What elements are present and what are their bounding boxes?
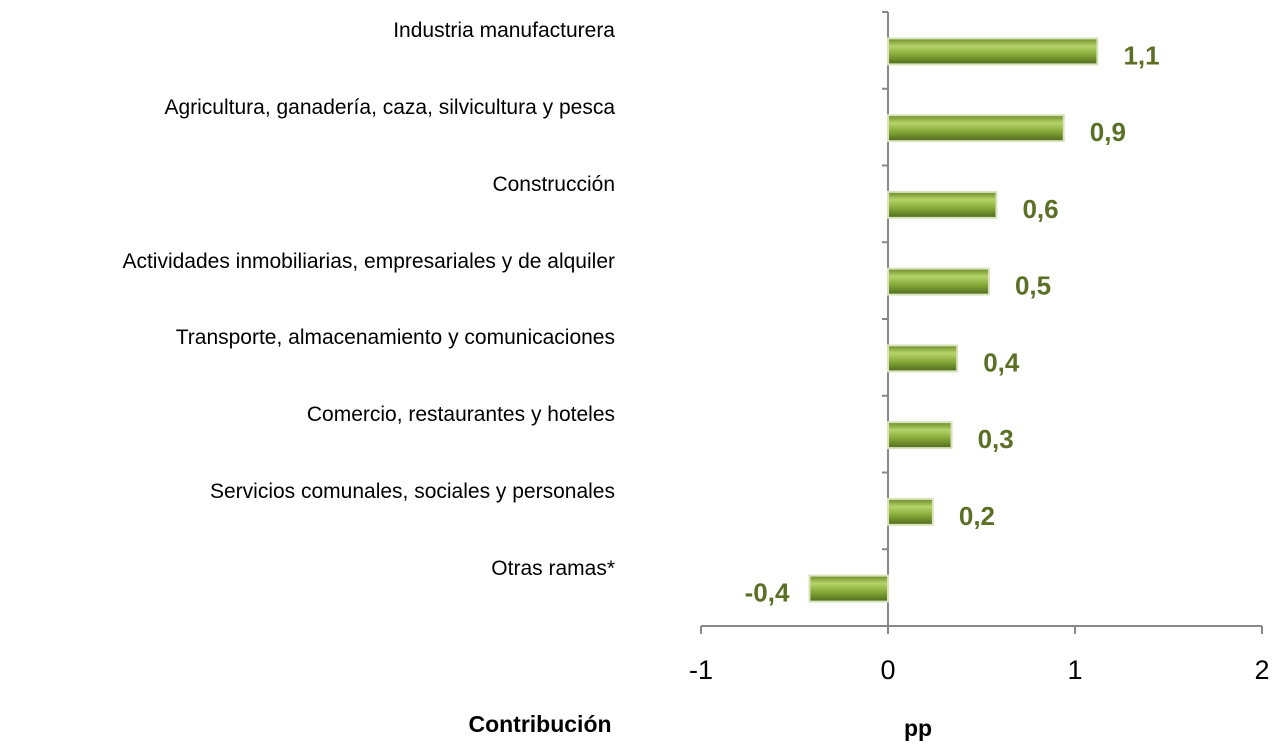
x-tick-label: 2 <box>1254 655 1269 685</box>
value-label: 0,6 <box>1022 194 1058 224</box>
value-label: -0,4 <box>745 578 790 608</box>
bar <box>887 190 998 219</box>
x-axis-label: pp <box>904 715 932 741</box>
category-label: Industria manufacturera <box>393 19 615 43</box>
category-label: Comercio, restaurantes y hoteles <box>306 403 615 427</box>
x-tick-label: 0 <box>880 655 895 685</box>
category-label: Transporte, almacenamiento y comunicacio… <box>175 326 615 350</box>
value-label: 0,3 <box>978 424 1014 454</box>
category-label: Servicios comunales, sociales y personal… <box>209 479 615 503</box>
value-label: 0,2 <box>959 501 995 531</box>
value-label: 0,4 <box>983 347 1020 377</box>
bar <box>887 114 1065 143</box>
category-label: Actividades inmobiliarias, empresariales… <box>122 249 615 273</box>
category-label-box: Otras ramas* <box>5 552 615 586</box>
category-label-box: Servicios comunales, sociales y personal… <box>5 475 615 509</box>
bar <box>887 37 1099 66</box>
value-label: 0,9 <box>1090 117 1126 147</box>
bar <box>887 344 959 373</box>
bar <box>808 574 890 603</box>
category-label: Construcción <box>492 172 615 196</box>
bar <box>887 421 953 450</box>
x-tick-label: -1 <box>689 655 713 685</box>
bar <box>887 267 990 296</box>
category-label-box: Transporte, almacenamiento y comunicacio… <box>5 321 615 355</box>
x-tick-label: 1 <box>1067 655 1082 685</box>
category-label: Otras ramas* <box>491 556 615 580</box>
category-label-box: Construcción <box>5 168 615 202</box>
category-label-box: Industria manufacturera <box>5 14 615 48</box>
category-label: Agricultura, ganadería, caza, silvicultu… <box>164 96 615 120</box>
value-label: 1,1 <box>1123 40 1159 70</box>
note: Contribución <box>468 711 611 737</box>
category-label-box: Actividades inmobiliarias, empresariales… <box>5 245 615 279</box>
category-label-box: Agricultura, ganadería, caza, silvicultu… <box>5 91 615 125</box>
category-label-box: Comercio, restaurantes y hoteles <box>5 398 615 432</box>
value-label: 0,5 <box>1015 271 1051 301</box>
bar <box>887 497 934 526</box>
